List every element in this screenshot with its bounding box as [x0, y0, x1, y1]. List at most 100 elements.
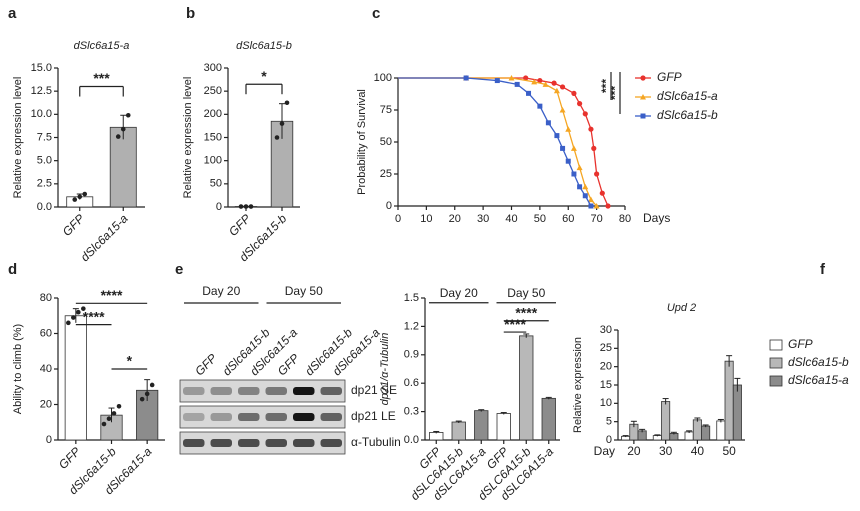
- x-tick-label: GFP: [60, 211, 87, 238]
- x-tick-label: 60: [562, 213, 574, 225]
- y-tick-label: 250: [204, 85, 222, 97]
- marker: [593, 203, 600, 209]
- bar: [716, 420, 726, 441]
- legend-marker: [640, 75, 646, 81]
- legend-swatch: [769, 375, 783, 387]
- marker: [571, 90, 577, 96]
- marker: [588, 203, 594, 209]
- blot-band: [183, 387, 205, 395]
- y-tick-label: 25: [600, 342, 612, 354]
- data-point: [115, 134, 121, 139]
- lane-label: GFP: [192, 351, 219, 378]
- sig-label: ****: [101, 287, 123, 303]
- blot-band: [210, 387, 232, 395]
- x-tick-label: GFP: [226, 211, 253, 238]
- bar: [732, 384, 742, 441]
- y-tick-label: 15.0: [31, 62, 52, 74]
- band-label: dp21 SE: [351, 383, 397, 397]
- x-tick-label: GFP: [56, 444, 83, 471]
- y-tick-label: 7.5: [37, 131, 52, 143]
- sig-label: *: [127, 353, 133, 369]
- data-point: [248, 204, 254, 209]
- data-point: [81, 306, 86, 311]
- chart-title: Upd 2: [667, 302, 696, 314]
- bar: [541, 397, 556, 441]
- marker: [560, 145, 566, 151]
- legend-label: GFP: [788, 337, 813, 351]
- y-tick-label: 150: [204, 131, 222, 143]
- y-tick-label: 5: [606, 416, 612, 428]
- bar: [724, 360, 734, 441]
- blot-band: [238, 387, 260, 395]
- group-label: Day 50: [285, 284, 323, 298]
- bar: [701, 425, 711, 441]
- y-tick-label: 75: [380, 104, 392, 116]
- marker: [577, 101, 583, 107]
- marker: [537, 77, 543, 84]
- blot-band: [210, 413, 232, 421]
- x-tick-label: 20: [627, 444, 641, 458]
- x-tick-label: 30: [659, 444, 673, 458]
- y-tick-label: 10: [600, 397, 612, 409]
- marker: [545, 120, 551, 126]
- legend-label: dSlc6a15-b: [657, 108, 718, 122]
- marker: [523, 75, 529, 81]
- marker: [559, 107, 566, 113]
- y-tick-label: 25: [380, 168, 392, 180]
- marker: [570, 145, 577, 151]
- blot-band: [265, 439, 287, 447]
- data-point: [125, 112, 131, 118]
- y-tick-label: 1.2: [404, 320, 419, 332]
- marker: [565, 126, 572, 132]
- data-point: [279, 121, 285, 126]
- panel-letter: d: [8, 261, 17, 278]
- y-tick-label: 0.0: [404, 434, 419, 446]
- marker: [599, 190, 605, 196]
- legend-swatch: [769, 357, 783, 369]
- marker: [582, 193, 588, 199]
- blot-band: [183, 413, 205, 421]
- panel-letter: c: [372, 5, 380, 22]
- x-axis-label: Day: [594, 444, 615, 458]
- x-tick-label: dSlc6a15-a: [78, 211, 131, 264]
- marker: [514, 81, 520, 87]
- data-point: [71, 315, 76, 320]
- data-point: [284, 100, 290, 106]
- sig-label: ***: [93, 70, 110, 86]
- chart-title: dSlc6a15-b: [236, 40, 292, 52]
- marker: [542, 81, 549, 87]
- marker: [554, 133, 560, 139]
- blot-strip: [179, 405, 346, 429]
- legend-label: dSlc6a15-a: [788, 373, 849, 387]
- x-tick-label: 10: [420, 213, 432, 225]
- y-tick-label: 200: [204, 108, 222, 120]
- marker: [565, 158, 571, 164]
- x-tick-label: 40: [691, 444, 705, 458]
- marker: [587, 196, 594, 203]
- y-tick-label: 300: [204, 62, 222, 74]
- sig-label: ***: [608, 86, 622, 100]
- y-tick-label: 5.0: [37, 155, 52, 167]
- band-label: α-Tubulin: [351, 435, 401, 449]
- y-axis-label: Probability of Survival: [356, 89, 368, 195]
- y-tick-label: 0: [386, 200, 392, 212]
- y-tick-label: 12.5: [31, 85, 52, 97]
- data-point: [274, 135, 280, 140]
- blot-band: [265, 387, 287, 395]
- y-axis-label: Relative expression level: [182, 77, 194, 199]
- marker: [553, 87, 560, 94]
- marker: [577, 184, 583, 190]
- y-tick-label: 0: [46, 434, 52, 446]
- data-point: [101, 421, 107, 427]
- y-tick-label: 1.5: [404, 292, 419, 304]
- blot-band: [238, 413, 260, 421]
- survival-line: [398, 77, 592, 207]
- bar: [429, 432, 444, 441]
- y-tick-label: 40: [40, 363, 52, 375]
- group-label: Day 20: [440, 286, 478, 300]
- blot-strip: [179, 431, 346, 455]
- marker: [526, 90, 532, 96]
- data-point: [139, 396, 145, 402]
- legend-marker: [640, 94, 646, 100]
